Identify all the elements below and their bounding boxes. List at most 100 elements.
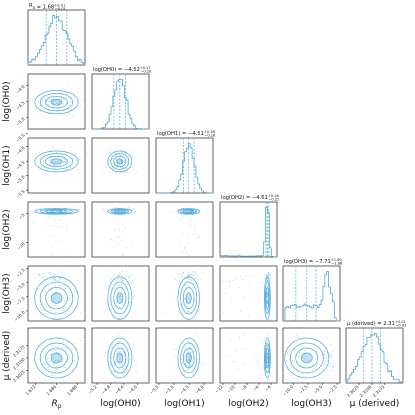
sample-point xyxy=(69,164,71,166)
sample-point xyxy=(122,279,124,281)
sample-point xyxy=(117,340,119,342)
sample-point xyxy=(318,380,319,382)
sample-point xyxy=(329,378,331,380)
sample-point xyxy=(117,274,119,276)
sample-point xyxy=(50,278,52,280)
sample-point xyxy=(58,279,60,281)
sample-point xyxy=(125,153,126,155)
sample-point xyxy=(58,157,60,159)
sample-point xyxy=(116,154,118,156)
sample-point xyxy=(294,351,295,353)
sample-point xyxy=(58,359,60,361)
sample-point xyxy=(61,219,63,221)
sample-point xyxy=(269,272,271,274)
sample-point xyxy=(124,227,126,229)
sample-point xyxy=(316,365,318,367)
contour-level xyxy=(113,155,127,168)
sample-point xyxy=(65,312,67,314)
sample-point xyxy=(108,356,110,358)
sample-point xyxy=(58,108,59,110)
sample-point xyxy=(62,101,64,103)
sample-point xyxy=(324,359,326,361)
sample-point xyxy=(125,281,127,283)
title-value: = 1.68 xyxy=(35,5,54,11)
sample-point xyxy=(117,350,119,352)
sample-point xyxy=(64,280,66,282)
sample-point xyxy=(105,352,107,354)
sample-point xyxy=(122,277,124,279)
contour-level xyxy=(34,90,79,115)
sample-point xyxy=(259,281,261,283)
sample-point xyxy=(51,315,52,317)
sample-point xyxy=(54,340,56,342)
sample-point xyxy=(324,353,326,355)
y-tick-label: −4.0 xyxy=(15,145,26,156)
contour-level xyxy=(113,347,127,369)
sample-point xyxy=(194,344,196,346)
sample-point xyxy=(330,353,332,355)
panel-content xyxy=(220,334,272,380)
sample-point xyxy=(119,274,121,276)
sample-point xyxy=(121,308,123,310)
x-tick-label: 1.680 xyxy=(45,384,57,396)
sample-point xyxy=(49,161,51,163)
sample-point xyxy=(55,364,57,366)
sample-point xyxy=(299,346,301,348)
sample-point xyxy=(242,349,244,351)
sample-point xyxy=(52,211,54,212)
sample-point xyxy=(105,310,107,312)
contour-level xyxy=(264,342,270,374)
sample-point xyxy=(121,279,123,281)
sample-point xyxy=(287,352,289,354)
sample-point xyxy=(230,300,232,302)
sample-point xyxy=(112,316,114,318)
contour-level xyxy=(50,158,63,165)
sample-point xyxy=(54,365,56,367)
sample-point xyxy=(119,164,121,166)
sample-point xyxy=(64,210,66,212)
sample-point xyxy=(53,102,55,104)
sample-point xyxy=(109,356,111,358)
sample-point xyxy=(41,283,42,285)
sample-point xyxy=(109,361,111,363)
contour-level xyxy=(50,352,63,364)
panel-frame xyxy=(219,265,278,322)
sample-point xyxy=(117,279,118,281)
sample-point xyxy=(128,207,130,209)
sample-point xyxy=(61,272,63,274)
sample-point xyxy=(54,361,56,363)
sample-point xyxy=(237,368,239,370)
sample-point xyxy=(54,167,56,169)
sample-point xyxy=(108,160,110,162)
sample-point xyxy=(182,252,184,254)
sample-point xyxy=(122,295,124,297)
sample-point xyxy=(184,247,186,249)
sample-point xyxy=(238,336,240,338)
sample-point xyxy=(125,172,127,173)
sample-point xyxy=(118,351,119,353)
sample-point xyxy=(62,161,64,163)
sample-point xyxy=(117,317,119,319)
sample-point xyxy=(325,364,326,366)
sample-point xyxy=(225,287,227,289)
sample-point xyxy=(261,375,263,377)
sample-point xyxy=(42,161,44,163)
panel-log(OH3)-vs-R_p xyxy=(27,265,86,322)
contour-level xyxy=(110,281,130,315)
sample-point xyxy=(183,371,185,372)
sample-point xyxy=(123,341,125,343)
sample-point xyxy=(41,371,43,373)
sample-point xyxy=(126,299,128,301)
sample-point xyxy=(181,359,183,361)
sample-point xyxy=(117,345,118,347)
sample-point xyxy=(194,358,196,360)
sample-point xyxy=(43,272,45,274)
sample-point xyxy=(175,279,177,281)
sample-point xyxy=(52,211,54,213)
contour-level xyxy=(182,287,195,310)
sample-point xyxy=(186,349,188,351)
sample-point xyxy=(193,274,195,276)
sample-point xyxy=(60,270,61,272)
sample-point xyxy=(130,358,132,360)
sample-point xyxy=(221,370,223,372)
